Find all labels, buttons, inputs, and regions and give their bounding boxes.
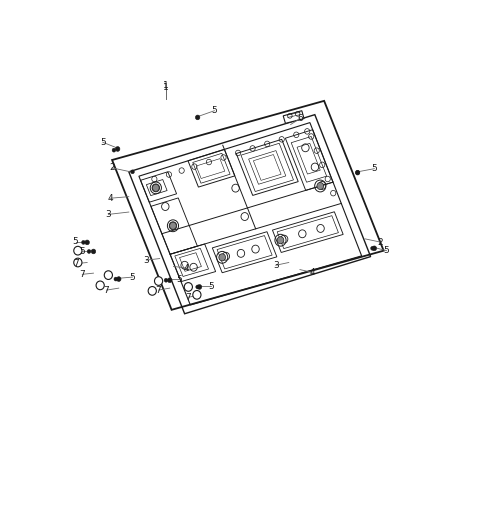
Polygon shape [283,111,304,123]
Circle shape [87,249,91,253]
Text: 5: 5 [130,272,135,282]
Circle shape [115,146,120,152]
Circle shape [131,170,134,174]
Text: 7: 7 [185,293,191,302]
Circle shape [104,271,112,280]
Text: 1: 1 [163,82,169,92]
Circle shape [277,237,284,244]
Circle shape [82,241,85,244]
Circle shape [74,258,82,267]
Circle shape [372,246,377,251]
Text: 5: 5 [372,164,377,173]
Circle shape [148,287,156,295]
Text: 5: 5 [73,237,79,246]
Circle shape [197,285,202,289]
Text: 2: 2 [377,238,383,246]
Circle shape [114,277,118,281]
Circle shape [85,240,89,245]
Circle shape [168,278,172,283]
Text: 1: 1 [163,81,169,91]
Circle shape [196,285,200,289]
Text: 3: 3 [144,255,149,265]
Text: 3: 3 [106,210,111,219]
Text: 7: 7 [73,259,79,268]
Circle shape [219,254,226,261]
Circle shape [317,182,324,189]
Text: 4: 4 [184,264,189,272]
Circle shape [195,115,200,120]
Circle shape [91,249,96,254]
Text: 5: 5 [176,275,182,284]
Circle shape [155,276,163,285]
Text: 5: 5 [208,282,214,291]
Text: 7: 7 [80,270,85,279]
Circle shape [355,170,360,175]
Circle shape [184,283,192,291]
Text: 3: 3 [273,261,278,270]
Text: 7: 7 [156,286,161,294]
Text: 5: 5 [100,138,106,147]
Circle shape [193,290,201,299]
Circle shape [169,222,176,229]
Text: 5: 5 [384,246,389,255]
Circle shape [96,281,104,290]
Circle shape [153,184,159,191]
Text: 5: 5 [80,247,85,257]
Circle shape [164,279,168,282]
Circle shape [356,170,360,175]
Text: 7: 7 [104,286,109,294]
Circle shape [112,148,116,152]
Text: 6: 6 [297,114,303,123]
Text: 4: 4 [310,268,315,277]
Polygon shape [112,101,384,310]
Text: 2: 2 [109,163,115,173]
Circle shape [74,246,82,255]
Text: 5: 5 [212,106,217,115]
Text: 4: 4 [108,194,113,203]
Circle shape [371,246,374,250]
Circle shape [117,276,121,282]
